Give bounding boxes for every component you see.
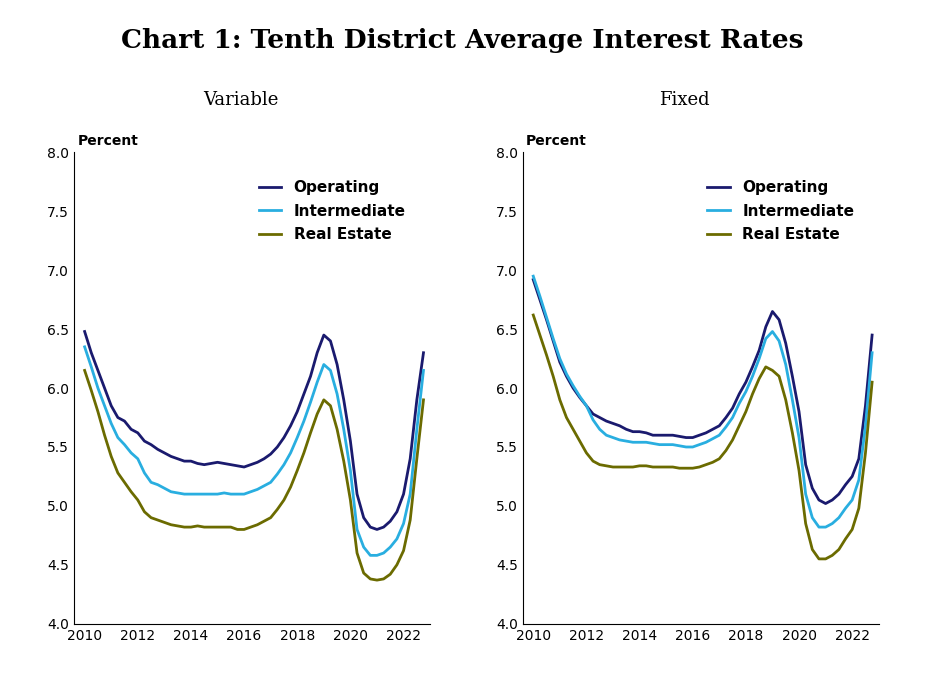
Real Estate [285, 483, 296, 491]
Operating [846, 473, 857, 481]
Real Estate [747, 389, 758, 398]
Real Estate [527, 311, 538, 319]
Line: Real Estate: Real Estate [84, 370, 424, 580]
Intermediate [364, 551, 376, 559]
Real Estate [372, 576, 383, 584]
Real Estate [398, 547, 409, 555]
Operating [527, 276, 538, 284]
Real Estate [687, 464, 698, 473]
Real Estate [813, 554, 824, 563]
Real Estate [239, 525, 250, 534]
Real Estate [79, 366, 90, 374]
Intermediate [867, 349, 878, 357]
Operating [199, 461, 210, 469]
Intermediate [398, 520, 409, 528]
Intermediate [105, 419, 117, 428]
Real Estate [199, 523, 210, 532]
Legend: Operating, Intermediate, Real Estate: Operating, Intermediate, Real Estate [701, 174, 860, 248]
Operating [820, 500, 832, 508]
Intermediate [846, 496, 857, 505]
Intermediate [687, 443, 698, 451]
Line: Intermediate: Intermediate [84, 347, 424, 555]
Intermediate [747, 372, 758, 380]
Intermediate [813, 523, 824, 532]
Intermediate [554, 355, 565, 363]
Real Estate [734, 421, 745, 430]
Line: Operating: Operating [533, 280, 872, 504]
Intermediate [285, 449, 296, 457]
Text: Chart 1: Tenth District Average Interest Rates: Chart 1: Tenth District Average Interest… [121, 28, 804, 53]
Real Estate [418, 396, 429, 404]
Operating [299, 389, 310, 398]
Operating [79, 327, 90, 335]
Real Estate [105, 453, 117, 461]
Intermediate [239, 490, 250, 498]
Real Estate [648, 463, 659, 471]
Intermediate [527, 272, 538, 280]
Operating [398, 490, 409, 498]
Real Estate [846, 525, 857, 534]
Text: Percent: Percent [526, 134, 587, 148]
Text: Fixed: Fixed [660, 91, 709, 109]
Operating [239, 463, 250, 471]
Intermediate [418, 366, 429, 374]
Text: Percent: Percent [78, 134, 139, 148]
Line: Operating: Operating [84, 331, 424, 529]
Line: Real Estate: Real Estate [533, 315, 872, 559]
Operating [285, 421, 296, 430]
Operating [648, 431, 659, 439]
Intermediate [79, 343, 90, 351]
Intermediate [199, 490, 210, 498]
Operating [372, 525, 383, 534]
Intermediate [648, 439, 659, 448]
Text: Variable: Variable [203, 91, 278, 109]
Operating [687, 433, 698, 441]
Legend: Operating, Intermediate, Real Estate: Operating, Intermediate, Real Estate [253, 174, 412, 248]
Operating [418, 349, 429, 357]
Real Estate [299, 449, 310, 457]
Operating [747, 362, 758, 371]
Line: Intermediate: Intermediate [533, 276, 872, 527]
Operating [734, 389, 745, 398]
Operating [867, 331, 878, 340]
Intermediate [734, 399, 745, 407]
Real Estate [554, 396, 565, 404]
Real Estate [867, 378, 878, 387]
Intermediate [299, 417, 310, 426]
Operating [554, 358, 565, 367]
Operating [105, 402, 117, 410]
